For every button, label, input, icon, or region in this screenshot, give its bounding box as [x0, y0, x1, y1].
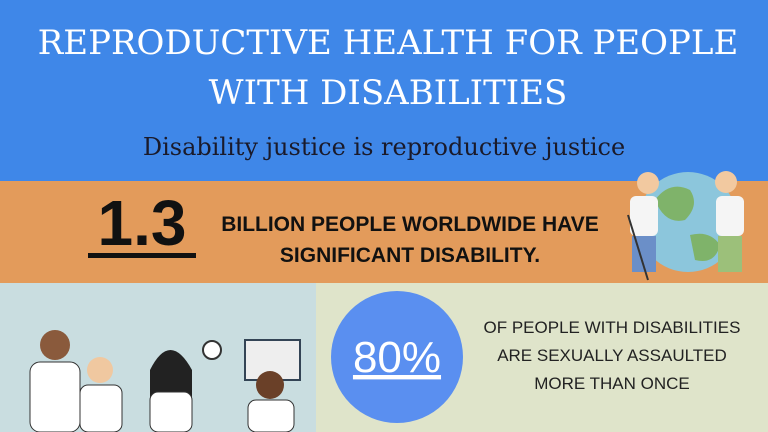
header-band	[0, 0, 768, 181]
subtitle: Disability justice is reproductive justi…	[143, 133, 625, 161]
title-line: WITH DISABILITIES	[209, 73, 568, 113]
stat-text: OF PEOPLE WITH DISABILITIES	[484, 318, 741, 337]
stat-text: ARE SEXUALLY ASSAULTED	[497, 346, 727, 365]
globe-illustration	[627, 171, 744, 281]
stat-figure: 1.3	[98, 187, 187, 259]
stat-figure: 80%	[353, 333, 441, 382]
stat-text: MORE THAN ONCE	[534, 374, 690, 393]
doctors-illustration	[29, 330, 301, 432]
underline	[88, 253, 196, 258]
stat-text: SIGNIFICANT DISABILITY.	[280, 244, 540, 267]
stat-text: BILLION PEOPLE WORLDWIDE HAVE	[221, 213, 599, 236]
stat-circle	[331, 291, 463, 423]
title-line: REPRODUCTIVE HEALTH FOR PEOPLE	[38, 23, 739, 63]
